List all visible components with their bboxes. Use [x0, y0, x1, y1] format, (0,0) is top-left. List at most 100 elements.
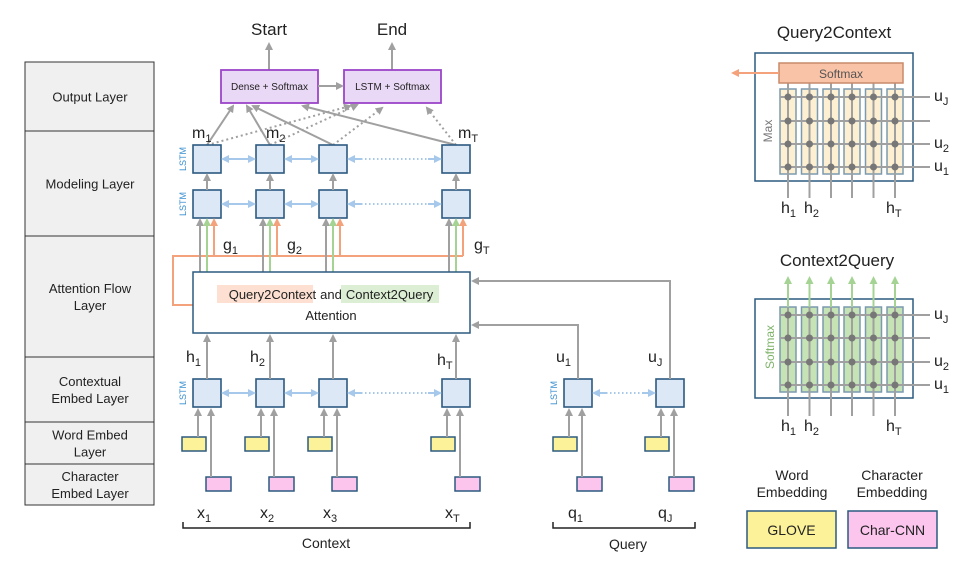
u-label-subscript: 2 — [943, 361, 949, 373]
uJ-label-subscript: J — [657, 357, 663, 369]
m2-label-subscript: 2 — [279, 133, 285, 145]
x-label: x2 — [260, 505, 274, 525]
lstm-softmax-label: LSTM + Softmax — [355, 82, 430, 93]
similarity-node — [870, 93, 877, 101]
similarity-node — [827, 93, 835, 101]
x-label: x3 — [323, 505, 337, 525]
similarity-node — [870, 311, 877, 319]
u-label-base: u — [934, 353, 943, 370]
uJ-to-attention-arrow — [471, 277, 671, 379]
similarity-node — [891, 117, 899, 125]
similarity-node — [784, 117, 792, 125]
x-label-subscript: 2 — [268, 513, 274, 525]
similarity-node — [891, 311, 899, 319]
u-label-subscript: 1 — [943, 384, 949, 396]
similarity-node — [870, 381, 877, 389]
hT-label-base: h — [437, 352, 446, 369]
layer-row — [24, 61, 155, 132]
u-label-base: u — [934, 306, 943, 323]
similarity-node — [848, 334, 856, 342]
end-label: End — [377, 20, 407, 39]
g1-label-subscript: 1 — [232, 245, 238, 257]
softmax-side-label: Softmax — [763, 325, 777, 369]
mT-label-base: m — [458, 125, 471, 142]
similarity-node — [891, 381, 899, 389]
u-label-subscript: 2 — [943, 143, 949, 155]
lstm-softmax-box — [343, 69, 442, 104]
word-embedding-box — [244, 436, 270, 452]
h1-label: h1 — [186, 349, 201, 369]
q2c-panel-title: Query2Context — [777, 23, 892, 42]
main-network: Start End Dense + Softmax LSTM + Softmax LST… — [172, 20, 696, 552]
gT-label-base: g — [474, 237, 483, 254]
h-label: hT — [886, 200, 902, 220]
gT-label: gT — [474, 237, 490, 257]
layer-row — [24, 235, 155, 358]
h-label: h2 — [804, 200, 819, 220]
legend-char-line1: Character — [861, 467, 923, 483]
x-label-base: x — [323, 505, 331, 522]
m-to-dense-arrow — [251, 105, 334, 146]
h-label: h2 — [804, 418, 819, 438]
layer-label: Embed Layer — [51, 486, 129, 501]
word-embedding-box — [307, 436, 333, 452]
context-label: Context — [302, 535, 350, 551]
attention-title: Query2Context and Context2Query — [229, 287, 434, 302]
layer-row — [24, 421, 155, 465]
c2q-panel-title: Context2Query — [780, 251, 895, 270]
g2-label-base: g — [287, 237, 296, 254]
query-lstm-cell — [563, 378, 593, 408]
u1-label-base: u — [556, 349, 565, 366]
h-label: h1 — [781, 200, 796, 220]
uJ-label: uJ — [648, 349, 662, 369]
similarity-node — [806, 358, 813, 366]
layer-label: Layer — [74, 298, 107, 313]
m-to-dense-arrow — [206, 104, 235, 146]
contextual-lstm-cell — [192, 378, 222, 408]
similarity-node — [848, 311, 856, 319]
mT-label: mT — [458, 125, 478, 145]
layer-labels: Output Layer Modeling Layer Attention Flow… — [24, 61, 155, 506]
legend-word-line2: Embedding — [757, 484, 828, 500]
m1-label: m1 — [192, 125, 211, 145]
h-label-subscript: T — [895, 208, 902, 220]
m-to-lstm-softmax-arrow — [269, 103, 359, 146]
u1-label-subscript: 1 — [565, 357, 571, 369]
char-cnn-box — [847, 510, 938, 549]
dense-softmax-label: Dense + Softmax — [231, 82, 308, 93]
layer-row — [24, 356, 155, 423]
x-label-subscript: 3 — [331, 513, 337, 525]
q1-label-base: q — [568, 505, 577, 522]
q2c-text: Query2Context — [229, 287, 317, 302]
and-text: and — [320, 287, 342, 302]
mT-label-subscript: T — [471, 133, 478, 145]
similarity-node — [784, 163, 792, 171]
g2-label-subscript: 2 — [296, 245, 302, 257]
h-label-base: h — [804, 418, 813, 435]
h2-label-base: h — [250, 349, 259, 366]
modeling-lstm-cell — [255, 189, 285, 219]
legend-char-line2: Embedding — [857, 484, 928, 500]
layer-label: Word Embed — [52, 428, 128, 443]
similarity-node — [848, 381, 856, 389]
qJ-label-base: q — [658, 505, 667, 522]
u-label: u1 — [934, 158, 949, 178]
max-label: Max — [761, 120, 775, 143]
q2c-highlight — [217, 285, 313, 303]
similarity-node — [827, 381, 835, 389]
layer-label: Layer — [74, 445, 107, 460]
char-embedding-box — [454, 476, 481, 492]
x-label: x1 — [197, 505, 211, 525]
u-label: uJ — [934, 88, 948, 108]
similarity-node — [784, 358, 792, 366]
gT-label-subscript: T — [483, 245, 490, 257]
h-label-base: h — [886, 200, 895, 217]
u-label: u2 — [934, 353, 949, 373]
h-label-base: h — [781, 418, 790, 435]
layer-label: Embed Layer — [51, 391, 129, 406]
modeling-lstm-cell — [441, 189, 471, 219]
layer-label: Contextual — [59, 374, 121, 389]
u-label: u1 — [934, 376, 949, 396]
